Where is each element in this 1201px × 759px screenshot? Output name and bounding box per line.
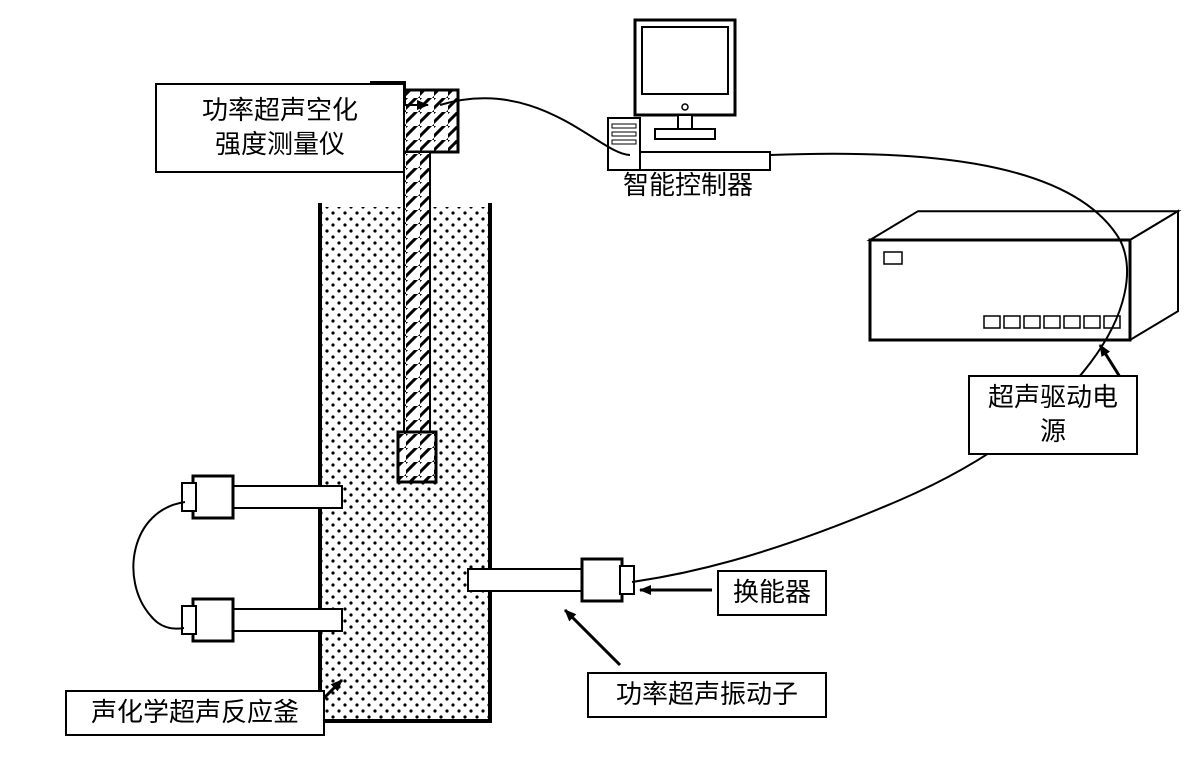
- ultrasonic-power-supply-icon: [870, 211, 1178, 340]
- label-ultrasonic-power: 超声驱动电源: [968, 375, 1138, 455]
- label-transducer: 换能器: [717, 570, 827, 616]
- ultrasonic-oscillator-2: [468, 559, 634, 601]
- label-power-vibrator: 功率超声振动子: [587, 672, 827, 718]
- label-controller: 智能控制器: [588, 168, 788, 204]
- smart-controller-icon: [608, 20, 770, 170]
- label-sonochem-reactor: 声化学超声反应釜: [65, 690, 325, 736]
- label-meter: 功率超声空化强度测量仪: [155, 83, 405, 173]
